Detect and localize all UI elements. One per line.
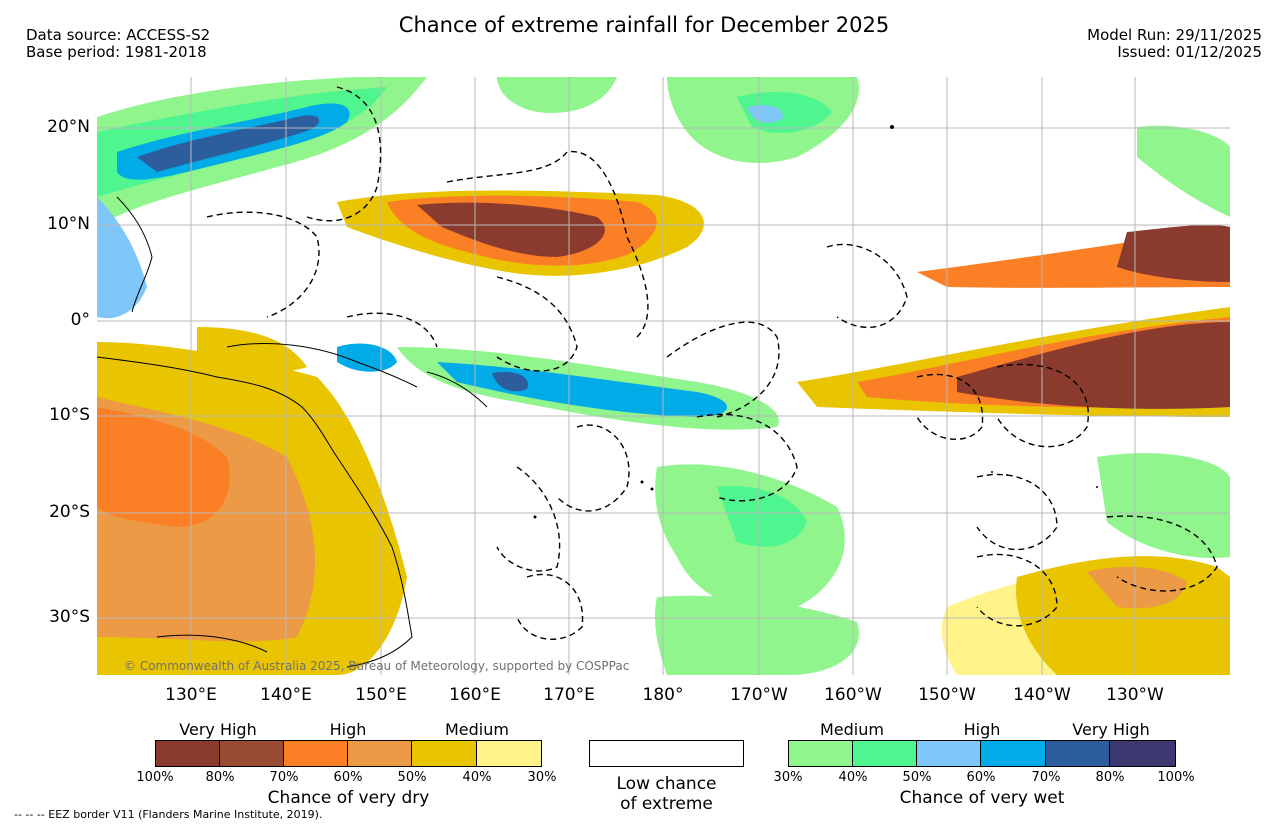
lat-label-equator: 0° bbox=[70, 310, 90, 330]
copyright-note: © Commonwealth of Australia 2025, Bureau… bbox=[124, 659, 630, 673]
wet-legend-caption: Chance of very wet bbox=[899, 788, 1065, 808]
low-chance-line1: Low chance bbox=[616, 774, 717, 794]
wet-tick-100: 100% bbox=[1157, 770, 1195, 785]
wet-tick-70: 70% bbox=[1031, 770, 1061, 785]
lon-label-130e: 130°E bbox=[165, 685, 217, 705]
dry-tick-30: 30% bbox=[527, 770, 557, 785]
base-period-text: Base period: 1981-2018 bbox=[26, 43, 207, 61]
lat-label-30s: 30°S bbox=[49, 607, 90, 627]
dry-swatch-2 bbox=[220, 740, 284, 767]
wet-tick-40: 40% bbox=[838, 770, 868, 785]
lat-label-20s: 20°S bbox=[49, 502, 90, 522]
dry-region-east-10n-core bbox=[1117, 224, 1230, 282]
dry-tick-60: 60% bbox=[333, 770, 363, 785]
rainfall-map bbox=[97, 77, 1230, 675]
dry-region-10n-veryhigh bbox=[417, 202, 605, 257]
wet-swatch-4 bbox=[981, 740, 1046, 767]
lon-label-140e: 140°E bbox=[260, 685, 312, 705]
wet-swatch-3 bbox=[917, 740, 981, 767]
lon-label-150w: 150°W bbox=[918, 685, 976, 705]
dry-tick-50: 50% bbox=[397, 770, 427, 785]
wet-tick-50: 50% bbox=[902, 770, 932, 785]
model-run-block: Model Run: 29/11/2025 Issued: 01/12/2025 bbox=[1087, 27, 1262, 61]
wet-region-sp-south bbox=[655, 595, 859, 675]
dry-legend-caption: Chance of very dry bbox=[267, 788, 430, 808]
wet-group-very-high: Very High bbox=[1072, 720, 1150, 739]
dry-tick-80: 80% bbox=[205, 770, 235, 785]
lon-label-170e: 170°E bbox=[543, 685, 595, 705]
wet-swatch-1 bbox=[788, 740, 853, 767]
data-source-block: Data source: ACCESS-S2 Base period: 1981… bbox=[26, 27, 210, 61]
map-title: Chance of extreme rainfall for December … bbox=[398, 13, 890, 37]
wet-region-png bbox=[337, 343, 397, 372]
dry-region-east-equator-core bbox=[957, 322, 1230, 409]
dry-region-se-high bbox=[1087, 566, 1187, 609]
issued-text: Issued: 01/12/2025 bbox=[1117, 43, 1262, 61]
wet-region-far-ne bbox=[1137, 125, 1230, 217]
wet-region-equator-core bbox=[492, 371, 528, 392]
lon-label-150e: 150°E bbox=[355, 685, 407, 705]
map-canvas bbox=[97, 77, 1230, 675]
dry-tick-70: 70% bbox=[269, 770, 299, 785]
lon-label-160w: 160°W bbox=[824, 685, 882, 705]
wet-tick-60: 60% bbox=[966, 770, 996, 785]
wet-region-top-left-green bbox=[497, 77, 617, 113]
wet-region-ne-patch-inner bbox=[737, 92, 832, 133]
data-source-text: Data source: ACCESS-S2 bbox=[26, 26, 211, 44]
map-gridlines bbox=[97, 77, 1230, 675]
dry-region-australia-core bbox=[97, 407, 230, 527]
dry-region-north-australia bbox=[197, 327, 307, 373]
low-chance-line2: of extreme bbox=[620, 794, 713, 814]
lon-label-180: 180° bbox=[642, 685, 684, 705]
wet-group-medium: Medium bbox=[820, 720, 884, 739]
lat-label-20n: 20°N bbox=[47, 117, 90, 137]
wet-swatch-5 bbox=[1046, 740, 1110, 767]
dry-group-high: High bbox=[329, 720, 367, 739]
model-run-text: Model Run: 29/11/2025 bbox=[1087, 26, 1262, 44]
dry-swatch-6 bbox=[477, 740, 542, 767]
wet-region-sp-east bbox=[1097, 453, 1230, 558]
wet-region-ne-blue bbox=[747, 105, 783, 123]
dry-group-very-high: Very High bbox=[179, 720, 257, 739]
lon-label-160e: 160°E bbox=[449, 685, 501, 705]
lat-label-10n: 10°N bbox=[47, 214, 90, 234]
wet-tick-80: 80% bbox=[1095, 770, 1125, 785]
lat-label-10s: 10°S bbox=[49, 405, 90, 425]
low-chance-caption: Low chance of extreme bbox=[589, 774, 744, 814]
lon-label-170w: 170°W bbox=[730, 685, 788, 705]
low-chance-swatch bbox=[589, 740, 744, 767]
dry-swatch-4 bbox=[348, 740, 412, 767]
eez-borders bbox=[206, 86, 1218, 641]
wet-region-philippines bbox=[97, 197, 147, 319]
dry-swatch-5 bbox=[412, 740, 477, 767]
wet-group-high: High bbox=[963, 720, 1001, 739]
dry-swatch-1 bbox=[155, 740, 220, 767]
dry-group-medium: Medium bbox=[445, 720, 509, 739]
wet-region-north-core bbox=[137, 115, 320, 172]
lon-label-130w: 130°W bbox=[1106, 685, 1164, 705]
lon-label-140w: 140°W bbox=[1013, 685, 1071, 705]
pacific-islands bbox=[533, 125, 1098, 519]
dry-tick-40: 40% bbox=[462, 770, 492, 785]
wet-tick-30: 30% bbox=[773, 770, 803, 785]
coastlines bbox=[97, 196, 488, 668]
wet-swatch-2 bbox=[853, 740, 917, 767]
dry-swatch-3 bbox=[284, 740, 348, 767]
wet-swatch-6 bbox=[1110, 740, 1176, 767]
eez-border-note: -- -- -- EEZ border V11 (Flanders Marine… bbox=[14, 808, 323, 821]
dry-tick-100: 100% bbox=[136, 770, 174, 785]
